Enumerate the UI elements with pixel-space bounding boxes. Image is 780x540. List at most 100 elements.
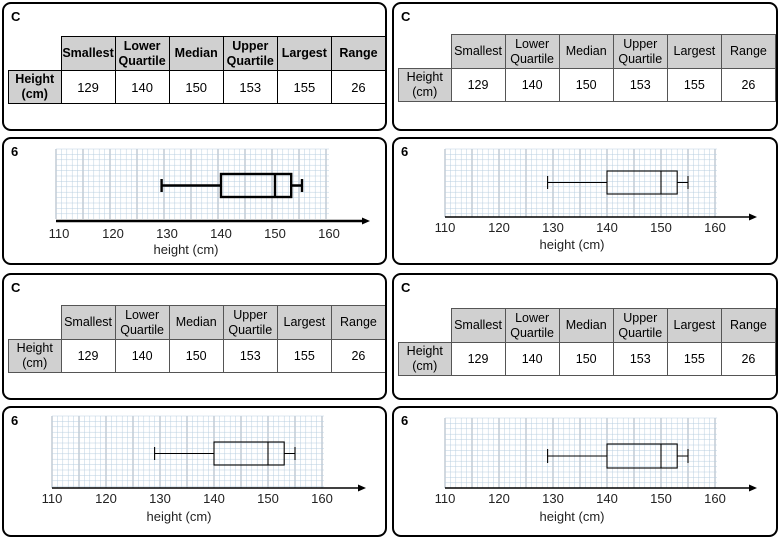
table-value-cell: 150: [558, 342, 614, 376]
table-header-cell: Largest: [276, 305, 332, 340]
table-value-cell: 140: [504, 68, 560, 102]
iqr-box: [219, 172, 293, 199]
iqr-box: [213, 441, 285, 466]
table-row-label: Height (cm): [8, 70, 62, 104]
table-value-cell: 140: [114, 339, 170, 373]
table-header-cell: Range: [330, 36, 385, 71]
table-row: Height (cm) 129 140 150 153 155 26: [8, 339, 385, 373]
table-value-cell: 26: [720, 342, 776, 376]
iqr-box: [606, 170, 678, 195]
x-tick-label: 110: [42, 491, 63, 506]
table-value-cell: 153: [222, 339, 278, 373]
x-tick-label: 160: [311, 491, 333, 506]
grid: [444, 148, 717, 217]
grid: [444, 417, 717, 488]
x-axis-arrow: [749, 484, 757, 492]
table-header-cell: Smallest: [60, 36, 116, 71]
table-header-cell: Upper Quartile: [612, 308, 668, 343]
plot-panel-label: 6: [11, 413, 19, 428]
x-axis-arrow: [749, 213, 757, 221]
x-tick-label: 150: [650, 220, 672, 235]
grid: [51, 415, 324, 488]
table-header-cell: Largest: [276, 36, 332, 71]
table-value-cell: 26: [330, 339, 385, 373]
x-tick-label: 110: [435, 220, 456, 235]
table-panel-label: C: [11, 280, 21, 295]
table-row-label: Height (cm): [398, 342, 452, 376]
x-tick-label: 140: [210, 226, 232, 241]
table-corner: [399, 35, 452, 69]
table-header-cell: Range: [720, 34, 776, 69]
table-header-cell: Lower Quartile: [114, 36, 170, 71]
x-tick-label: 130: [542, 491, 564, 506]
x-tick-label: 160: [704, 491, 726, 506]
table-panel-1: C Smallest Lower Quartile Median Upper Quar…: [2, 2, 387, 131]
x-tick-label: 150: [257, 491, 279, 506]
table-panel-3: C Smallest Lower Quartile Median Upper Quar…: [2, 273, 387, 400]
table-header-cell: Upper Quartile: [222, 305, 278, 340]
x-tick-label: 130: [542, 220, 564, 235]
x-tick-label: 120: [102, 226, 124, 241]
table-value-cell: 153: [222, 70, 278, 104]
table-value-cell: 150: [558, 68, 614, 102]
x-tick-label: 130: [149, 491, 171, 506]
table-header-row: Smallest Lower Quartile Median Upper Quarti…: [399, 308, 776, 343]
table-value-cell: 150: [168, 339, 224, 373]
table-value-cell: 155: [276, 70, 332, 104]
table-header-cell: Smallest: [60, 305, 116, 340]
table-header-cell: Lower Quartile: [504, 34, 560, 69]
table-value-cell: 129: [450, 342, 506, 376]
x-axis-arrow: [358, 484, 366, 492]
table-header-cell: Median: [558, 308, 614, 343]
x-axis-label: height (cm): [153, 242, 218, 257]
table-value-cell: 140: [504, 342, 560, 376]
table-header-cell: Range: [720, 308, 776, 343]
box-plot: 110 120 130 140 150 160 height (cm): [435, 417, 757, 524]
table-row: Height (cm) 129 140 150 153 155 26: [398, 342, 776, 376]
x-tick-label: 140: [596, 491, 618, 506]
table-header-cell: Smallest: [450, 34, 506, 69]
table-header-cell: Lower Quartile: [504, 308, 560, 343]
table-header-row: Smallest Lower Quartile Median Upper Quarti…: [9, 305, 385, 340]
table-value-cell: 155: [666, 342, 722, 376]
x-axis-label: height (cm): [146, 509, 211, 524]
summary-table: Smallest Lower Quartile Median Upper Quarti…: [398, 308, 776, 376]
table-value-cell: 150: [168, 70, 224, 104]
iqr-box: [606, 443, 678, 469]
table-panel-label: C: [401, 9, 411, 24]
table-header-cell: Largest: [666, 34, 722, 69]
table-corner: [9, 37, 62, 71]
box-plot: 110 120 130 140 150 160 height (cm): [49, 148, 370, 257]
x-tick-label: 120: [488, 491, 510, 506]
box-plot: 110 120 130 140 150 160 height (cm): [435, 148, 757, 252]
table-corner: [9, 306, 62, 340]
x-tick-label: 160: [318, 226, 340, 241]
plot-panel-label: 6: [401, 413, 409, 428]
x-axis-label: height (cm): [539, 237, 604, 252]
table-panel-2: C Smallest Lower Quartile Median Upper Quar…: [392, 2, 778, 131]
x-tick-label: 110: [49, 226, 70, 241]
plot-panel-label: 6: [401, 144, 409, 159]
x-tick-label: 140: [596, 220, 618, 235]
x-tick-label: 150: [650, 491, 672, 506]
table-value-cell: 140: [114, 70, 170, 104]
box-plot: 110 120 130 140 150 160 height (cm): [42, 415, 366, 524]
table-value-cell: 155: [666, 68, 722, 102]
table-header-row: Smallest Lower Quartile Median Upper Quarti…: [399, 34, 776, 69]
table-header-cell: Largest: [666, 308, 722, 343]
table-value-cell: 155: [276, 339, 332, 373]
table-panel-label: C: [401, 280, 411, 295]
x-tick-label: 120: [95, 491, 117, 506]
plot-panel-label: 6: [11, 144, 19, 159]
table-value-cell: 129: [60, 339, 116, 373]
table-header-cell: Lower Quartile: [114, 305, 170, 340]
table-header-cell: Smallest: [450, 308, 506, 343]
plot-panel-3: 6 110 120 130 140 150 160 height (cm): [2, 406, 387, 537]
table-header-cell: Range: [330, 305, 385, 340]
x-tick-label: 130: [156, 226, 178, 241]
table-value-cell: 153: [612, 342, 668, 376]
plot-panel-1: 6 110 120 130 140 150 160 height (cm): [2, 137, 387, 265]
summary-table: Smallest Lower Quartile Median Upper Quarti…: [8, 305, 385, 373]
table-value-cell: 153: [612, 68, 668, 102]
x-tick-label: 150: [264, 226, 286, 241]
